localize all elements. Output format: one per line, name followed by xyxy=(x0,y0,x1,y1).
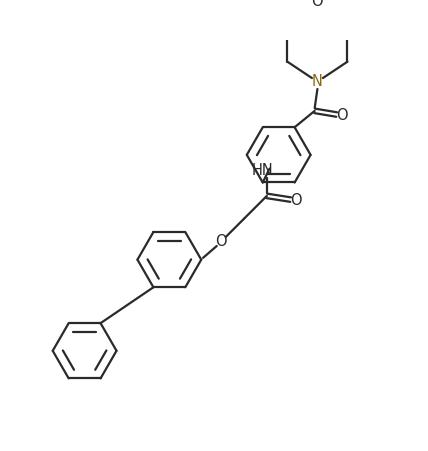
Text: O: O xyxy=(336,108,348,123)
Text: O: O xyxy=(215,234,227,249)
Text: N: N xyxy=(312,74,323,89)
Text: O: O xyxy=(290,193,302,208)
Text: HN: HN xyxy=(251,163,273,178)
Text: O: O xyxy=(312,0,323,9)
